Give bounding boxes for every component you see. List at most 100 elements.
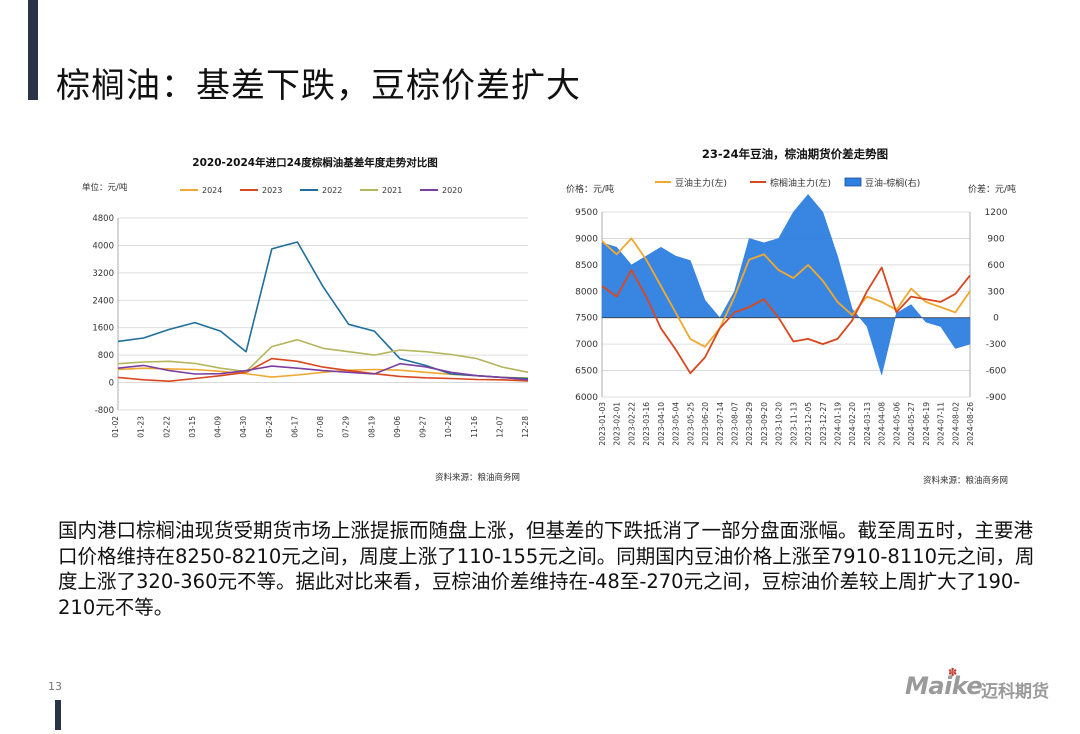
y-tick-label: 0 [109,379,114,389]
series-line-2024 [117,367,529,379]
x-tick-label: 2024-01-19 [834,402,843,446]
series-line-2021 [117,338,529,374]
series-line-2023 [117,357,529,382]
legend-label: 2023 [262,186,282,195]
x-tick-label: 2024-03-13 [863,402,872,446]
x-tick-label: 2024-06-19 [922,402,931,446]
x-tick-label: 2023-03-16 [642,402,651,446]
y-right-tick-label: 300 [987,287,1004,297]
x-tick-label: 2023-12-05 [804,402,813,446]
x-tick-label: 03-15 [188,416,197,438]
y-right-tick-label: 900 [987,234,1004,244]
y-right-tick-label: 0 [993,314,999,324]
legend-label: 棕榈油主力(左) [770,177,831,189]
y-right-tick-label: -600 [986,367,1007,377]
x-tick-label: 2023-05-25 [686,402,695,446]
series-line-2020 [117,362,529,381]
x-tick-label: 04-30 [239,416,248,438]
legend-swatch [844,177,862,187]
y-right-tick-label: -900 [986,393,1007,403]
x-tick-label: 2023-12-27 [819,402,828,446]
x-tick-label: 2023-04-10 [657,402,666,446]
x-tick-label: 09-27 [419,416,428,438]
x-tick-label: 2023-07-14 [716,402,725,446]
page-title: 棕榈油：基差下跌，豆棕价差扩大 [56,66,581,106]
y-left-tick-label: 8000 [575,287,598,297]
y-left-tick-label: 8500 [575,261,598,271]
y-left-tick-label: 9500 [575,208,598,218]
x-tick-label: 2023-09-20 [760,402,769,446]
legend-label: 2022 [322,186,342,195]
y-tick-label: 800 [98,351,114,361]
spread-chart: 23-24年豆油，棕油期货价差走势图价格：元/吨 价差：元/吨 豆油主力(左) 棕榈油… [560,140,1030,490]
x-tick-label: 2023-01-03 [598,402,607,446]
x-tick-label: 2023-06-20 [701,402,710,446]
x-tick-label: 2024-07-11 [937,402,946,446]
right-axis-label: 价差：元/吨 [968,183,1016,195]
series-area-spread [601,194,971,376]
y-tick-label: 1600 [92,324,114,334]
y-right-tick-label: -300 [986,340,1007,350]
source-note: 资料来源：粮油商务网 [435,472,520,483]
left-axis-label: 价格：元/吨 [566,183,614,195]
x-tick-label: 06-17 [290,416,299,438]
y-tick-label: 2400 [92,296,114,306]
x-tick-label: 2024-05-06 [892,402,901,446]
logo-brand-cn: 迈科期货 [981,682,1049,702]
x-tick-label: 2024-02-20 [848,402,857,446]
x-tick-label: 09-06 [393,416,402,438]
x-tick-label: 02-22 [162,416,171,438]
y-right-tick-label: 1200 [985,208,1008,218]
body-paragraph: 国内港口棕榈油现货受期货市场上涨提振而随盘上涨，但基差的下跌抵消了一部分盘面涨幅… [58,519,1035,619]
y-tick-label: 4000 [92,241,114,251]
legend-label: 豆油-棕榈(右) [865,177,920,189]
x-tick-label: 2023-02-01 [613,402,622,446]
x-tick-label: 2024-04-08 [878,402,887,446]
title-accent-bar [28,0,38,100]
x-tick-label: 01-23 [137,416,146,438]
page-number: 13 [48,680,62,693]
x-tick-label: 07-29 [342,416,351,438]
x-tick-label: 10-26 [444,416,453,438]
y-left-tick-label: 7500 [575,314,598,324]
chart-title: 2020-2024年进口24度棕榈油基差年度走势对比图 [192,156,437,169]
series-line-豆油主力(左) [601,237,971,348]
x-tick-label: 07-08 [316,416,325,438]
y-right-tick-label: 600 [987,261,1004,271]
chart-title: 23-24年豆油，棕油期货价差走势图 [702,147,888,161]
series-line-2022 [117,241,529,380]
legend-label: 2020 [442,186,462,195]
x-tick-label: 2023-02-22 [627,402,636,446]
y-left-tick-label: 6000 [575,393,598,403]
source-note: 资料来源：粮油商务网 [923,475,1008,486]
x-tick-label: 11-16 [470,416,479,438]
series-line-棕榈油主力(左) [601,266,971,375]
x-tick-label: 12-28 [521,416,530,438]
y-tick-label: -800 [95,406,114,416]
y-tick-label: 3200 [92,269,114,279]
y-left-tick-label: 7000 [575,340,598,350]
y-tick-label: 4800 [92,214,114,224]
y-left-tick-label: 6500 [575,367,598,377]
x-tick-label: 2023-08-07 [730,402,739,446]
company-logo: ✽ Maike 迈科期货 [905,666,1065,704]
x-tick-label: 12-07 [495,416,504,438]
x-tick-label: 2023-10-20 [775,402,784,446]
x-tick-label: 01-02 [111,416,120,438]
x-tick-label: 2023-08-29 [745,402,754,446]
x-tick-label: 05-24 [265,416,274,438]
legend-label: 豆油主力(左) [675,177,727,189]
x-tick-label: 08-19 [367,416,376,438]
legend-label: 2024 [202,186,222,195]
x-tick-label: 2024-08-02 [951,402,960,446]
x-tick-label: 2023-11-13 [789,402,798,446]
logo-mark-icon: ✽ [948,666,958,679]
x-tick-label: 2024-05-27 [907,402,916,446]
y-left-tick-label: 9000 [575,234,598,244]
x-tick-label: 2024-08-26 [966,402,975,446]
x-tick-label: 04-09 [214,416,223,438]
x-tick-label: 2023-05-04 [672,402,681,446]
footer-accent-bar [55,700,61,730]
